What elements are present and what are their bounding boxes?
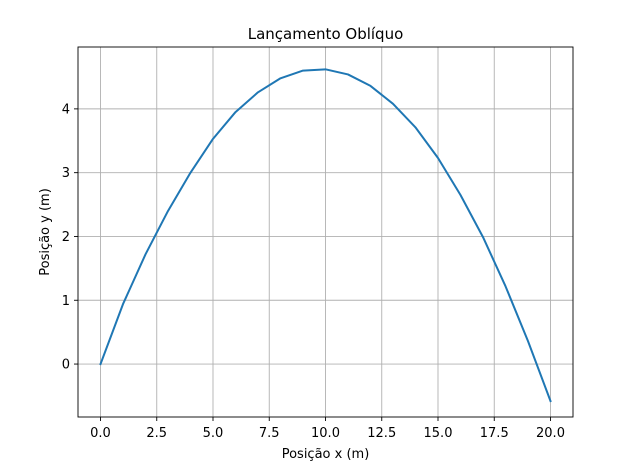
x-tick-label: 17.5	[480, 426, 509, 441]
y-tick-label: 0	[62, 358, 70, 373]
x-tick-label: 15.0	[424, 426, 453, 441]
y-tick-label: 2	[62, 230, 70, 245]
y-tick-label: 3	[62, 166, 70, 181]
chart-title: Lançamento Oblíquo	[248, 25, 404, 43]
series-layer	[99, 68, 552, 403]
x-tick-label: 2.5	[146, 426, 167, 441]
y-tick-label: 4	[62, 102, 70, 117]
x-tick-label: 7.5	[259, 426, 280, 441]
x-tick-label: 12.5	[367, 426, 396, 441]
y-axis-label: Posição y (m)	[38, 188, 53, 276]
trajectory-line	[99, 68, 552, 403]
y-tick-label: 1	[62, 294, 70, 309]
x-tick-label: 5.0	[203, 426, 224, 441]
x-axis-label: Posição x (m)	[282, 447, 370, 462]
ticks: 0.0 2.5 5.0 7.5 10.0 12.5 15.0 17.5 20.0 0 1 2 3 4	[62, 102, 565, 441]
grid	[78, 47, 573, 417]
x-tick-label: 10.0	[311, 426, 340, 441]
x-tick-label: 0.0	[90, 426, 111, 441]
x-tick-label: 20.0	[536, 426, 565, 441]
